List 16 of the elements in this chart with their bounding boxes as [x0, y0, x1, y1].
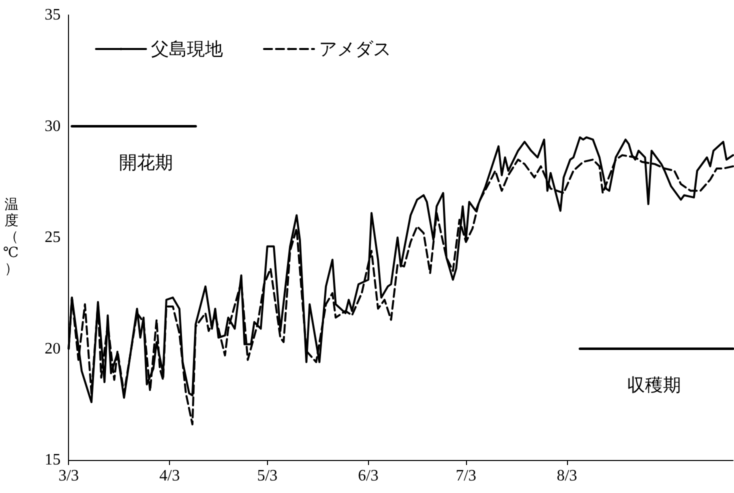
series-label: 収穫期 — [626, 374, 681, 395]
x-tick-label: 3/3 — [58, 468, 79, 484]
series-label: 開花期 — [118, 152, 173, 172]
y-axis-title: 温度（℃） — [2, 197, 19, 277]
y-tick-label: 35 — [44, 6, 61, 24]
y-tick-label: 25 — [44, 229, 61, 246]
legend-label: アメダス — [319, 39, 391, 59]
y-tick-label: 30 — [44, 118, 61, 135]
x-tick-label: 4/3 — [159, 468, 180, 484]
x-tick-label: 8/3 — [556, 468, 578, 484]
x-tick-label: 7/3 — [456, 468, 476, 484]
y-tick-label: 20 — [44, 340, 61, 358]
y-tick-label: 15 — [44, 452, 61, 468]
legend-label: 父島現地 — [151, 39, 223, 59]
x-tick-label: 6/3 — [358, 468, 378, 484]
x-tick-label: 5/3 — [257, 468, 278, 484]
